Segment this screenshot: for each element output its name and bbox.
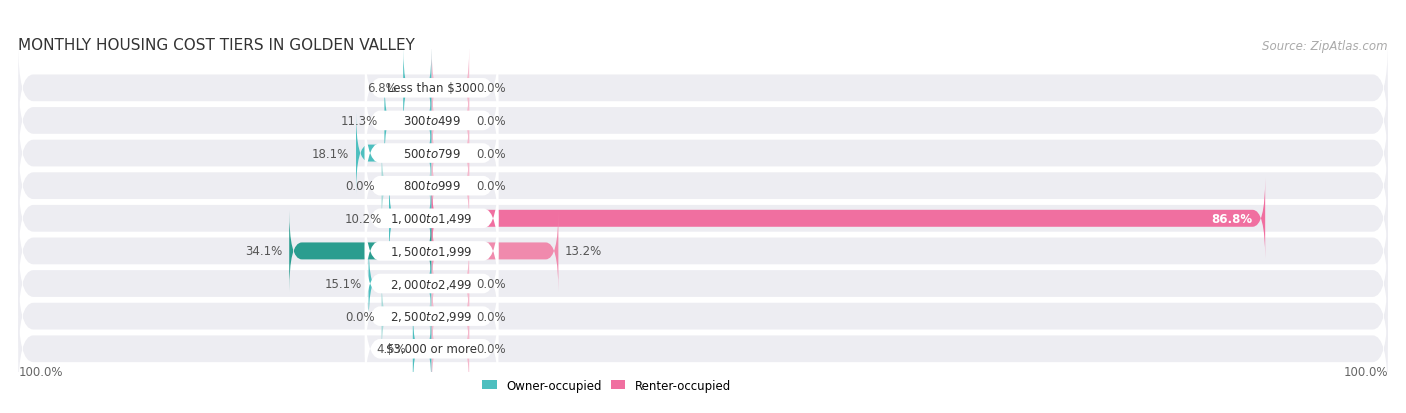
Text: 18.1%: 18.1% (312, 147, 349, 160)
FancyBboxPatch shape (432, 309, 470, 389)
Text: $800 to $999: $800 to $999 (402, 180, 461, 193)
Text: 10.2%: 10.2% (344, 212, 382, 225)
Text: $1,500 to $1,999: $1,500 to $1,999 (391, 244, 472, 258)
FancyBboxPatch shape (389, 178, 432, 259)
FancyBboxPatch shape (432, 276, 470, 357)
Text: 0.0%: 0.0% (475, 342, 506, 356)
FancyBboxPatch shape (18, 304, 1388, 394)
FancyBboxPatch shape (18, 206, 1388, 297)
FancyBboxPatch shape (364, 138, 498, 235)
Text: $300 to $499: $300 to $499 (402, 115, 461, 128)
FancyBboxPatch shape (432, 146, 470, 227)
Text: 34.1%: 34.1% (245, 245, 283, 258)
FancyBboxPatch shape (18, 76, 1388, 166)
Text: Less than $300: Less than $300 (387, 82, 477, 95)
FancyBboxPatch shape (384, 81, 432, 161)
FancyBboxPatch shape (364, 300, 498, 398)
FancyBboxPatch shape (432, 211, 558, 292)
Text: 0.0%: 0.0% (475, 278, 506, 290)
Text: 0.0%: 0.0% (475, 310, 506, 323)
FancyBboxPatch shape (381, 276, 432, 357)
FancyBboxPatch shape (368, 244, 432, 324)
FancyBboxPatch shape (432, 48, 470, 129)
FancyBboxPatch shape (364, 268, 498, 365)
FancyBboxPatch shape (413, 309, 432, 389)
FancyBboxPatch shape (18, 43, 1388, 134)
Text: 100.0%: 100.0% (1343, 365, 1388, 378)
FancyBboxPatch shape (364, 40, 498, 138)
FancyBboxPatch shape (18, 239, 1388, 329)
Text: 0.0%: 0.0% (346, 310, 375, 323)
Text: $1,000 to $1,499: $1,000 to $1,499 (391, 212, 472, 226)
Legend: Owner-occupied, Renter-occupied: Owner-occupied, Renter-occupied (482, 379, 731, 392)
Text: 13.2%: 13.2% (565, 245, 602, 258)
FancyBboxPatch shape (364, 170, 498, 268)
Text: 0.0%: 0.0% (475, 82, 506, 95)
FancyBboxPatch shape (18, 173, 1388, 264)
Text: 15.1%: 15.1% (325, 278, 361, 290)
FancyBboxPatch shape (381, 146, 432, 227)
Text: $3,000 or more: $3,000 or more (387, 342, 477, 356)
Text: $2,500 to $2,999: $2,500 to $2,999 (391, 309, 472, 323)
Text: Source: ZipAtlas.com: Source: ZipAtlas.com (1263, 40, 1388, 53)
Text: 6.8%: 6.8% (367, 82, 396, 95)
FancyBboxPatch shape (18, 141, 1388, 231)
Text: 86.8%: 86.8% (1212, 212, 1253, 225)
Text: 11.3%: 11.3% (340, 115, 378, 128)
Text: 100.0%: 100.0% (18, 365, 63, 378)
Text: 0.0%: 0.0% (475, 115, 506, 128)
FancyBboxPatch shape (432, 178, 1265, 259)
FancyBboxPatch shape (364, 105, 498, 202)
FancyBboxPatch shape (364, 202, 498, 300)
Text: MONTHLY HOUSING COST TIERS IN GOLDEN VALLEY: MONTHLY HOUSING COST TIERS IN GOLDEN VAL… (18, 38, 415, 53)
Text: $500 to $799: $500 to $799 (402, 147, 461, 160)
FancyBboxPatch shape (18, 271, 1388, 362)
FancyBboxPatch shape (364, 235, 498, 332)
Text: 0.0%: 0.0% (475, 147, 506, 160)
Text: 0.0%: 0.0% (475, 180, 506, 193)
FancyBboxPatch shape (432, 244, 470, 324)
FancyBboxPatch shape (290, 211, 432, 292)
FancyBboxPatch shape (364, 72, 498, 170)
Text: 0.0%: 0.0% (346, 180, 375, 193)
FancyBboxPatch shape (432, 81, 470, 161)
Text: 4.5%: 4.5% (377, 342, 406, 356)
Text: $2,000 to $2,499: $2,000 to $2,499 (391, 277, 472, 291)
FancyBboxPatch shape (404, 48, 432, 129)
FancyBboxPatch shape (432, 113, 470, 194)
FancyBboxPatch shape (356, 113, 432, 194)
FancyBboxPatch shape (18, 109, 1388, 199)
